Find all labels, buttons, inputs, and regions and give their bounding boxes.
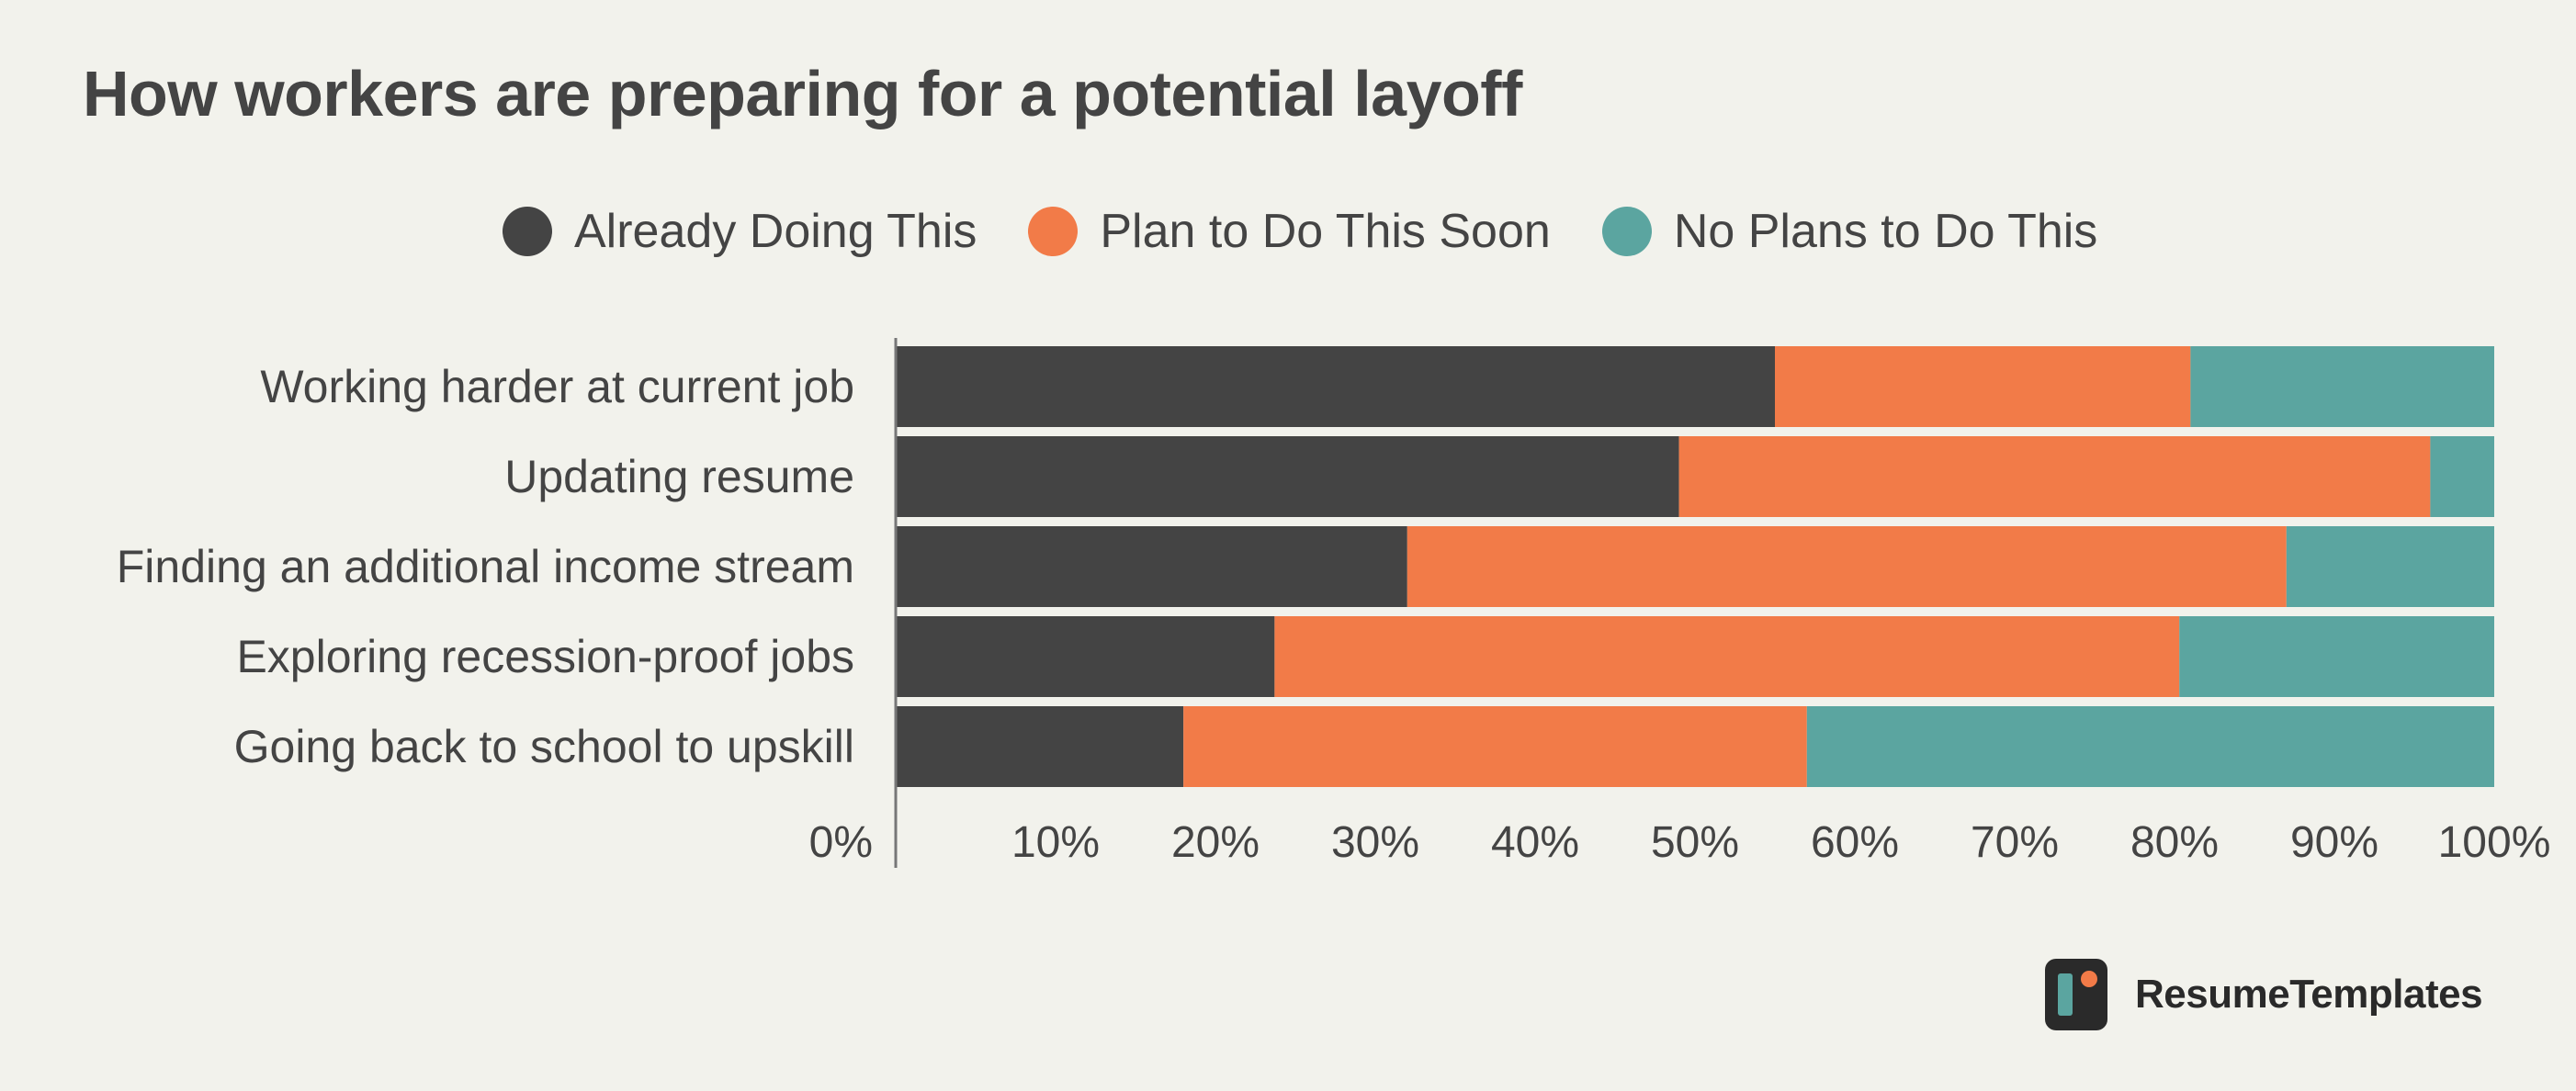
x-tick-label-100: 100% [2438, 818, 2551, 867]
x-tick-label-70: 70% [1971, 818, 2059, 867]
chart-legend: Already Doing This Plan to Do This Soon … [503, 204, 2149, 259]
bar-segment-2-3 [2430, 436, 2494, 517]
bar-segment-1-3 [2190, 346, 2494, 427]
bar-segment-1-1 [896, 346, 1775, 427]
x-tick-label-90: 90% [2290, 818, 2378, 867]
resumetemplates-logo-icon [2045, 959, 2107, 1030]
chart-title: How workers are preparing for a potentia… [83, 58, 1522, 129]
legend-item-already: Already Doing This [503, 204, 977, 259]
bar-segment-2-1 [896, 436, 1679, 517]
legend-label-plan: Plan to Do This Soon [1100, 205, 1551, 258]
bar-segment-2-2 [1678, 436, 2431, 517]
x-tick-label-50: 50% [1651, 818, 1739, 867]
bar-segment-3-1 [896, 526, 1407, 607]
legend-label-noplans: No Plans to Do This [1673, 205, 2098, 258]
bar-segment-5-3 [1806, 706, 2494, 787]
x-tick-label-60: 60% [1811, 818, 1899, 867]
legend-swatch-already [503, 207, 552, 256]
legend-item-plan: Plan to Do This Soon [1028, 204, 1551, 259]
category-label-4: Exploring recession-proof jobs [236, 631, 854, 682]
bar-segment-5-2 [1183, 706, 1807, 787]
bar-segment-5-1 [896, 706, 1184, 787]
bar-segment-4-2 [1274, 616, 2180, 697]
category-label-2: Updating resume [504, 451, 854, 502]
legend-item-noplans: No Plans to Do This [1601, 204, 2098, 259]
x-tick-label-30: 30% [1331, 818, 1419, 867]
brand-logo: ResumeTemplates [2045, 959, 2483, 1030]
x-tick-label-0: 0% [809, 818, 873, 867]
legend-swatch-noplans [1601, 207, 1652, 256]
category-label-5: Going back to school to upskill [234, 721, 854, 772]
legend-label-already: Already Doing This [574, 205, 977, 258]
bar-segment-4-1 [896, 616, 1275, 697]
category-label-3: Finding an additional income stream [117, 541, 854, 592]
legend-swatch-plan [1028, 207, 1079, 256]
x-tick-label-40: 40% [1491, 818, 1579, 867]
logo-text: ResumeTemplates [2135, 972, 2483, 1017]
bar-segment-3-2 [1407, 526, 2287, 607]
x-tick-label-10: 10% [1011, 818, 1100, 867]
category-label-1: Working harder at current job [260, 361, 854, 412]
x-tick-label-80: 80% [2130, 818, 2219, 867]
bar-segment-1-2 [1775, 346, 2191, 427]
bar-segment-3-3 [2286, 526, 2494, 607]
x-tick-label-20: 20% [1171, 818, 1260, 867]
bar-segment-4-3 [2179, 616, 2494, 697]
